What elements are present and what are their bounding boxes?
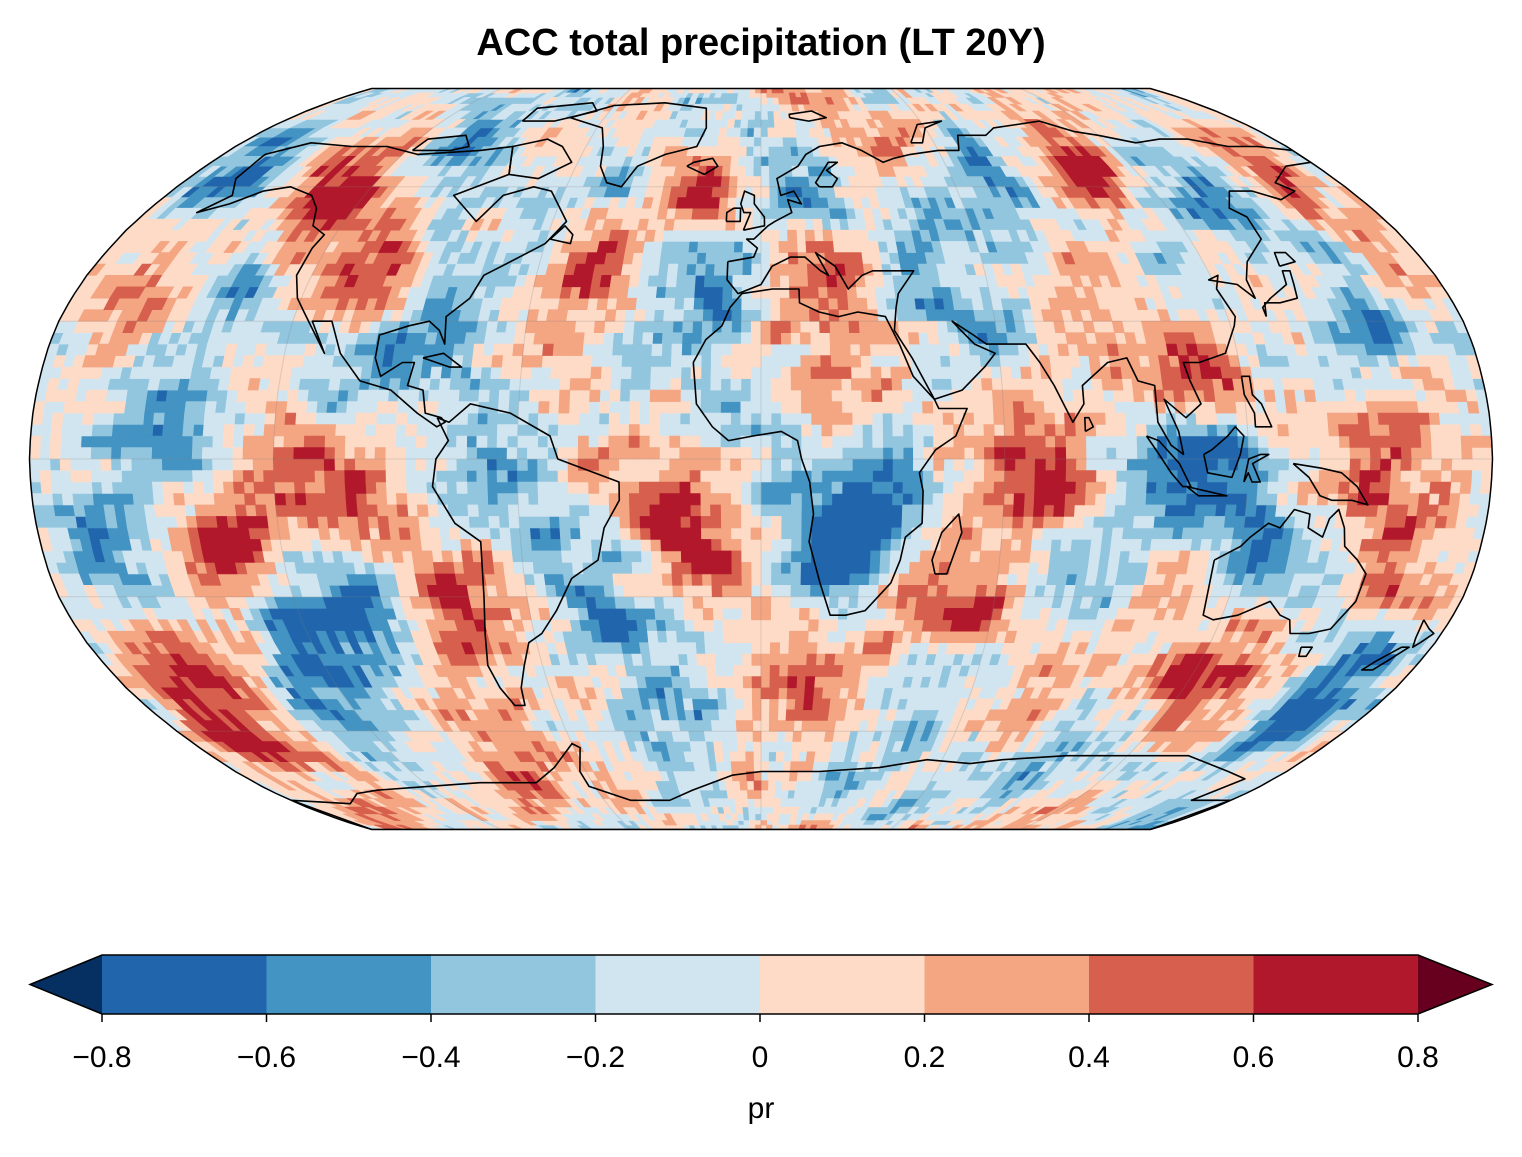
colorbar-tick-label: −0.2	[566, 1041, 625, 1074]
colorbar-bin	[431, 955, 596, 1014]
field-cells	[160, 146, 1417, 791]
coastline-novaya-zemlya	[910, 120, 943, 144]
colorbar-tick-label: 0.8	[1397, 1041, 1439, 1074]
colorbar-tick-label: −0.8	[72, 1041, 131, 1074]
coastline-greenland	[570, 102, 708, 188]
colorbar-bin	[266, 955, 432, 1014]
coastline-antarctica	[291, 742, 1246, 830]
colorbar-bin	[102, 955, 267, 1014]
meridian-line	[516, 88, 632, 830]
coastline-newfoundland	[549, 225, 574, 245]
coastline-java	[1186, 485, 1228, 497]
coastline-baffin	[508, 138, 573, 180]
coastline-ellesmere	[521, 102, 598, 122]
coastline-madagascar	[931, 513, 963, 575]
coastline-cuba	[422, 352, 463, 368]
coastline-sulawesi	[1243, 453, 1270, 483]
coastline-eurasia	[726, 120, 1312, 456]
colorbar-extend-min	[30, 955, 102, 1014]
precipitation-field	[29, 88, 1493, 830]
coastline-new-zealand-n	[1412, 619, 1435, 648]
coastline-tasmania	[1298, 646, 1313, 658]
coastline-new-guinea	[1292, 462, 1369, 506]
coastline-scandinavia-gulf	[814, 161, 839, 188]
colorbar-tick-label: 0.2	[904, 1041, 946, 1074]
colorbar-tick-label: 0.6	[1233, 1041, 1275, 1074]
colorbar-tick-label: −0.6	[237, 1041, 296, 1074]
coastline-victoria-isl	[412, 134, 470, 152]
map-boundary	[28, 87, 1494, 831]
colorbar-bin	[595, 955, 761, 1014]
coastline-north-america	[195, 142, 568, 428]
coastline-iceland	[686, 157, 719, 176]
colorbar-bin	[1253, 955, 1419, 1014]
coastline-svalbard	[788, 110, 827, 122]
coastline-south-america	[431, 403, 621, 707]
coastline-uk	[740, 190, 766, 231]
colorbar-tick-label: −0.4	[401, 1041, 460, 1074]
coastline-philippines	[1240, 375, 1273, 428]
meridian-line	[272, 88, 502, 830]
coastline-ireland	[725, 207, 742, 223]
coastline-new-zealand-s	[1361, 646, 1410, 671]
colorbar-label: pr	[747, 1092, 775, 1125]
colorbar-bin	[924, 955, 1090, 1014]
colorbar-tick-label: 0.4	[1068, 1041, 1110, 1074]
coastline-borneo	[1203, 426, 1245, 479]
colorbar-extend-max	[1418, 955, 1492, 1014]
coastline-japan	[1261, 270, 1299, 317]
chart-title: ACC total precipitation (LT 20Y)	[476, 22, 1046, 64]
world-map	[28, 87, 1494, 831]
colorbar-bin	[1089, 955, 1254, 1014]
coastline-sri-lanka	[1084, 416, 1095, 433]
coastline-australia	[1202, 508, 1367, 635]
coastline-hokkaido	[1273, 251, 1296, 267]
meridian-line	[890, 88, 1006, 830]
colorbar-tick-label: 0	[752, 1041, 769, 1074]
coastlines	[195, 102, 1435, 830]
coastline-africa	[692, 288, 968, 616]
colorbar-bin	[760, 955, 925, 1014]
